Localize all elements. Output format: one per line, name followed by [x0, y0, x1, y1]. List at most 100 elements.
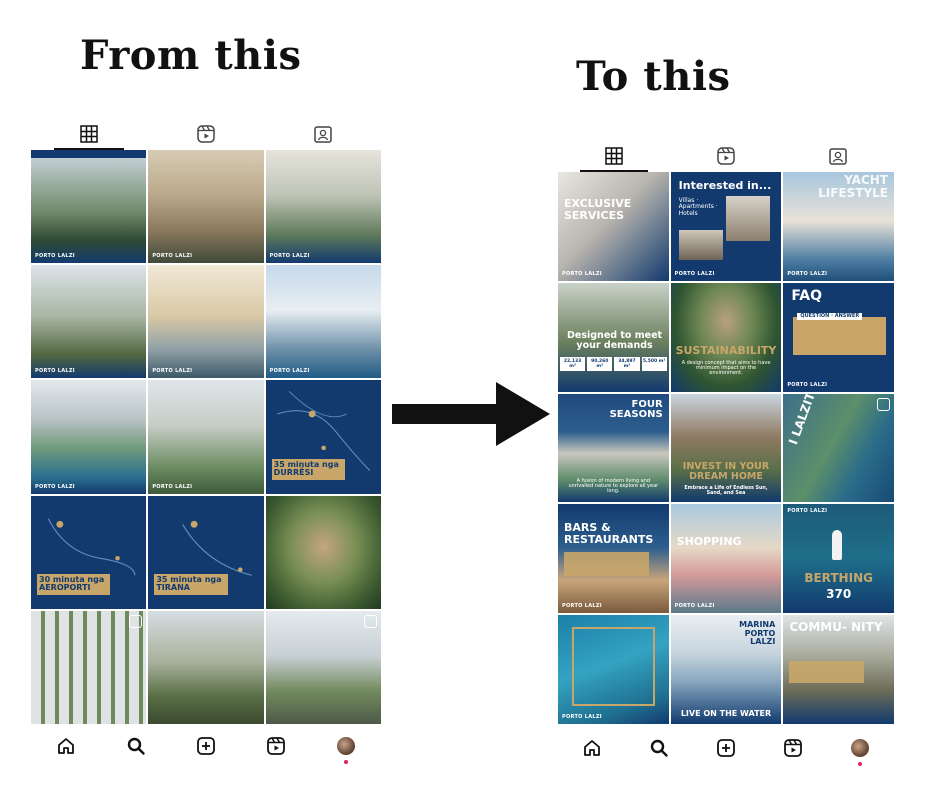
grid-icon: [80, 125, 99, 143]
post-tile[interactable]: MARINA PORTO LALZI LIVE ON THE WATER: [670, 615, 782, 724]
brand-label: PORTO LALZI: [787, 508, 828, 515]
heading-from: From this: [80, 32, 302, 79]
post-tile[interactable]: FAQ QUESTION · ANSWER PORTO LALZI: [783, 282, 894, 392]
post-tile[interactable]: PORTO LALZI: [558, 615, 669, 724]
heading-to: To this: [576, 53, 731, 100]
reel-indicator-icon: [876, 397, 890, 411]
post-tile[interactable]: BERTHING 370 PORTO LALZI: [783, 504, 894, 614]
tab-reels[interactable]: [148, 118, 265, 150]
post-tile[interactable]: BARS & RESTAURANTS PORTO LALZI: [558, 504, 669, 614]
stat-chip: 90,260 m²: [587, 356, 613, 371]
post-tile[interactable]: COMMU- NITY: [783, 615, 894, 724]
map-illustration: [182, 520, 253, 576]
post-tile[interactable]: Designed to meet your demands 22,133 m² …: [558, 282, 669, 392]
profile-tab-bar: [558, 140, 894, 172]
post-tile[interactable]: FOUR SEASONS A fusion of modern living a…: [558, 393, 669, 503]
brand-label: PORTO LALZI: [562, 714, 602, 720]
tile-title: Designed to meet your demands: [567, 329, 663, 351]
search-icon: [127, 737, 145, 755]
brand-label: PORTO LALZI: [35, 253, 75, 260]
bottom-nav: [31, 724, 381, 768]
stat-chip: 5,500 m²: [641, 356, 667, 371]
tile-subtitle: Embrace a Life of Endless Sun, Sand, and…: [684, 486, 768, 497]
tagged-icon: [313, 126, 332, 143]
tab-posts[interactable]: [31, 118, 148, 150]
post-tile[interactable]: PORTO LALZI: [31, 265, 147, 379]
search-button[interactable]: [645, 734, 673, 762]
brand-label: PORTO LALZI: [787, 270, 828, 277]
bottom-nav: [558, 726, 894, 770]
create-button[interactable]: [712, 734, 740, 762]
post-tile[interactable]: [31, 610, 147, 724]
home-button[interactable]: [52, 732, 80, 760]
post-tile[interactable]: I LALZIT: [783, 393, 894, 503]
post-tile[interactable]: PORTO LALZI: [265, 265, 381, 379]
tab-posts[interactable]: [558, 140, 670, 172]
reel-indicator-icon: [129, 614, 143, 628]
profile-grid-before: PORTO LALZI PORTO LALZI PORTO LALZI PORT…: [31, 118, 381, 768]
brand-label: PORTO LALZI: [674, 603, 715, 610]
post-tile[interactable]: Interested in... Villas · Apartments · H…: [670, 172, 782, 281]
search-icon: [650, 739, 668, 757]
post-tile[interactable]: PORTO LALZI: [148, 265, 264, 379]
brand-label: PORTO LALZI: [152, 253, 193, 260]
post-tile[interactable]: 35 minuta nga TIRANA: [148, 495, 264, 609]
tile-title: FOUR SEASONS: [609, 398, 663, 421]
faq-card: [793, 316, 886, 355]
post-tile[interactable]: SHOPPING PORTO LALZI: [670, 504, 782, 614]
search-button[interactable]: [122, 732, 150, 760]
home-icon: [583, 740, 600, 756]
grid-icon: [605, 147, 623, 165]
post-tile[interactable]: [265, 495, 381, 609]
post-grid: PORTO LALZI PORTO LALZI PORTO LALZI PORT…: [31, 150, 381, 724]
stats-row: 22,133 m² 90,260 m² 34,897 m² 5,500 m²: [560, 356, 667, 371]
tab-tagged[interactable]: [782, 140, 894, 172]
tile-title: INVEST IN YOUR DREAM HOME: [682, 460, 770, 482]
post-tile[interactable]: 35 minuta nga DURRËSI: [265, 380, 381, 494]
post-tile[interactable]: PORTO LALZI: [265, 150, 381, 264]
notification-dot: [344, 760, 348, 764]
map-illustration: [277, 391, 370, 472]
brand-label: PORTO LALZI: [35, 483, 75, 490]
home-icon: [58, 738, 74, 754]
post-tile[interactable]: SUSTAINABILITY A design concept that aim…: [670, 282, 782, 392]
tile-title: 35 minuta nga TIRANA: [154, 574, 228, 595]
profile-button[interactable]: [332, 732, 360, 764]
stat-chip: 34,897 m²: [614, 356, 640, 371]
post-tile[interactable]: EXCLUSIVE SERVICES PORTO LALZI: [558, 172, 669, 281]
post-tile[interactable]: PORTO LALZI: [31, 150, 147, 264]
yacht-shape: [832, 530, 843, 561]
tile-title: EXCLUSIVE SERVICES: [564, 197, 632, 222]
profile-tab-bar: [31, 118, 381, 150]
brand-label: PORTO LALZI: [152, 483, 193, 490]
post-tile[interactable]: YACHT LIFESTYLE PORTO LALZI: [783, 172, 894, 281]
notification-dot: [858, 762, 863, 766]
post-tile[interactable]: PORTO LALZI: [148, 380, 264, 494]
post-tile[interactable]: PORTO LALZI: [148, 150, 264, 264]
tagged-icon: [829, 148, 847, 165]
tile-subtitle: QUESTION · ANSWER: [797, 312, 863, 321]
profile-button[interactable]: [846, 734, 874, 766]
brand-label: PORTO LALZI: [269, 368, 310, 375]
post-tile[interactable]: [265, 610, 381, 724]
tile-title: COMMU- NITY: [789, 620, 883, 635]
tab-reels[interactable]: [670, 140, 782, 172]
tile-title: BARS & RESTAURANTS: [564, 521, 654, 546]
profile-avatar: [337, 737, 355, 755]
reels-button[interactable]: [779, 734, 807, 762]
villa-photo: [725, 196, 771, 241]
post-tile[interactable]: [148, 610, 264, 724]
home-button[interactable]: [578, 734, 606, 762]
tab-tagged[interactable]: [264, 118, 381, 150]
photo-frame: [572, 627, 655, 706]
tile-title: 30 minuta nga AEROPORTI: [37, 574, 111, 595]
reels-button[interactable]: [262, 732, 290, 760]
tile-title: FAQ: [791, 287, 823, 304]
stat-chip: 22,133 m²: [560, 356, 586, 371]
brand-label: PORTO LALZI: [152, 368, 193, 375]
create-icon: [717, 739, 735, 757]
post-tile[interactable]: 30 minuta nga AEROPORTI: [31, 495, 147, 609]
post-tile[interactable]: INVEST IN YOUR DREAM HOME Embrace a Life…: [670, 393, 782, 503]
post-tile[interactable]: PORTO LALZI: [31, 380, 147, 494]
create-button[interactable]: [192, 732, 220, 760]
